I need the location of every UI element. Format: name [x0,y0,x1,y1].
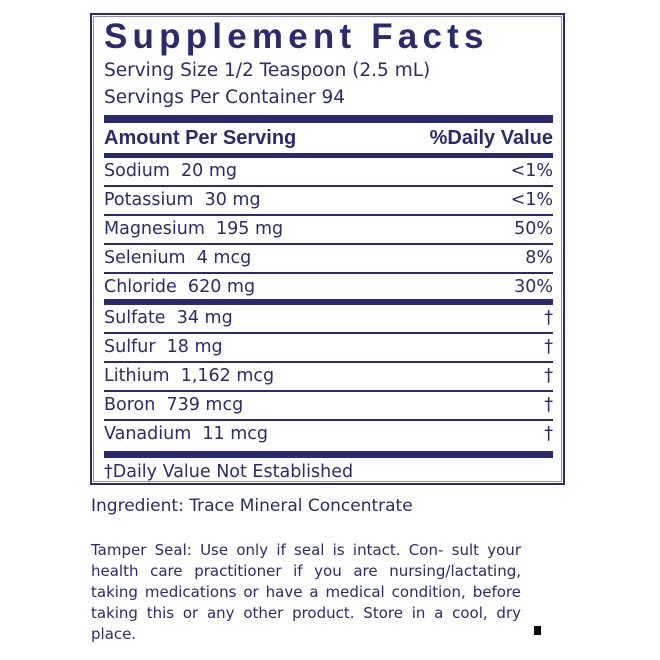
nutrient-amount: Potassium 30 mg [104,190,261,210]
nutrient-dv: <1% [510,190,553,210]
nutrient-dv: † [544,424,553,444]
nutrient-dv: 30% [514,277,553,297]
serving-size: Serving Size 1/2 Teaspoon (2.5 mL) [104,60,431,81]
nutrient-row: Lithium 1,162 mcg † [104,363,553,392]
thick-divider [104,451,553,458]
supplement-facts-panel: Supplement Facts Serving Size 1/2 Teaspo… [90,13,565,485]
nutrient-row: Sodium 20 mg <1% [104,158,553,187]
table-header: Amount Per Serving %Daily Value [104,123,553,153]
ingredient-text: Ingredient: Trace Mineral Concentrate [91,496,413,516]
nutrient-amount: Sulfate 34 mg [104,308,233,328]
divider [104,153,553,158]
nutrient-amount: Boron 739 mcg [104,395,244,415]
nutrient-dv: † [544,395,553,415]
nutrient-row: Magnesium 195 mg 50% [104,216,553,245]
footnote: †Daily Value Not Established [104,462,354,482]
nutrient-row: Sulfur 18 mg † [104,334,553,363]
nutrient-dv: 8% [525,248,553,268]
nutrient-dv: † [544,366,553,386]
nutrient-row: Vanadium 11 mcg † [104,421,553,448]
nutrient-amount: Lithium 1,162 mcg [104,366,275,386]
thick-divider [104,299,553,305]
nutrient-dv: 50% [514,219,553,239]
nutrient-row: Boron 739 mcg † [104,392,553,421]
nutrient-amount: Magnesium 195 mg [104,219,284,239]
panel-title: Supplement Facts [104,17,489,56]
nutrient-row: Chloride 620 mg 30% [104,274,553,301]
nutrient-dv: † [544,308,553,328]
nutrient-amount: Sulfur 18 mg [104,337,223,357]
nutrient-row: Selenium 4 mcg 8% [104,245,553,274]
nutrient-amount: Selenium 4 mcg [104,248,252,268]
tamper-seal-text: Tamper Seal: Use only if seal is intact.… [91,541,521,643]
dv-header: %Daily Value [429,127,553,149]
nutrient-row: Potassium 30 mg <1% [104,187,553,216]
nutrient-row: Sulfate 34 mg † [104,305,553,334]
amount-header: Amount Per Serving [104,127,297,149]
servings-per-container: Servings Per Container 94 [104,87,345,108]
black-mark [534,626,541,635]
thick-divider [104,115,553,123]
nutrient-amount: Vanadium 11 mcg [104,424,268,444]
nutrient-dv: † [544,337,553,357]
nutrient-amount: Chloride 620 mg [104,277,256,297]
nutrient-dv: <1% [510,161,553,181]
nutrient-amount: Sodium 20 mg [104,161,238,181]
